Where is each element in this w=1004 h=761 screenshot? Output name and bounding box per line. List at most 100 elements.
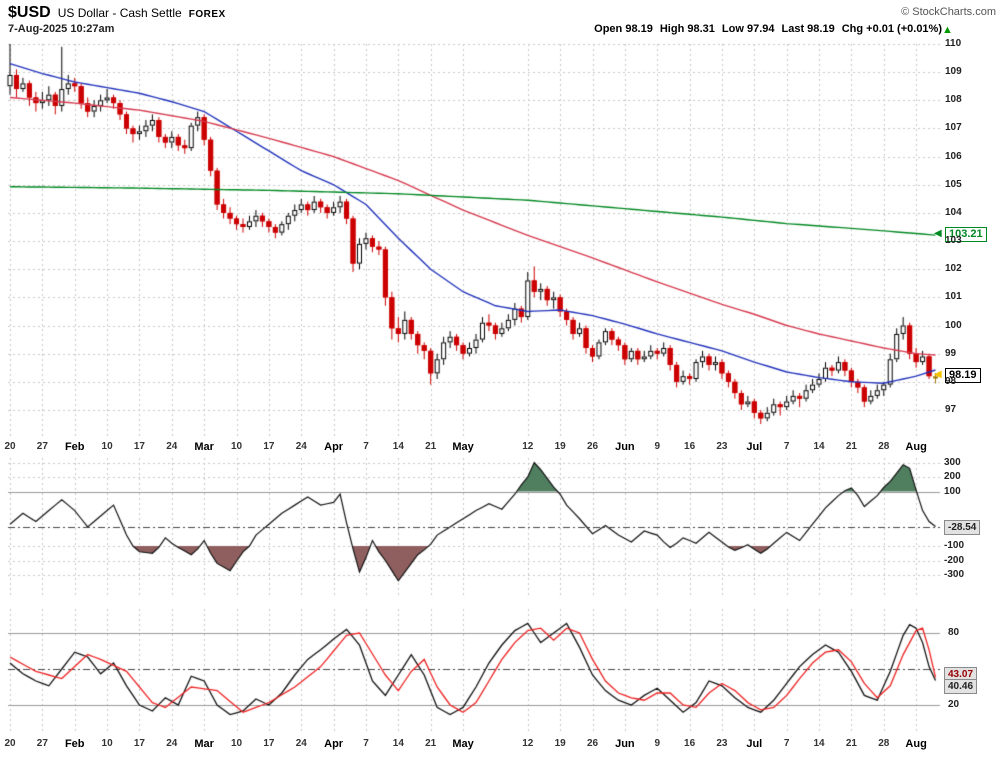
x-axis-label: 7 xyxy=(783,738,790,749)
x-axis-label: 7 xyxy=(363,738,369,749)
brand-logo: © StockCharts.com xyxy=(901,6,996,18)
x-axis-label: 24 xyxy=(295,441,307,452)
quote-item-low: Low 97.94 xyxy=(721,23,775,35)
quote-item-open: Open 98.19 xyxy=(594,23,653,35)
price-tick-label: 108 xyxy=(945,94,962,106)
x-axis-label: 10 xyxy=(101,441,113,452)
x-axis-label: 24 xyxy=(295,738,307,749)
x-axis-label: 19 xyxy=(554,738,566,749)
oscillator-tick-label: -100 xyxy=(944,540,965,551)
x-axis-label: 16 xyxy=(684,738,696,749)
x-axis-label: Apr xyxy=(324,441,344,453)
quote-item-high: High 98.31 xyxy=(659,23,715,35)
quote-item-last: Last 98.19 xyxy=(781,23,835,35)
price-tick-label: 102 xyxy=(945,263,962,275)
x-axis-label: 26 xyxy=(586,441,599,452)
x-axis-label: 21 xyxy=(845,738,857,749)
exchange-label: FOREX xyxy=(188,9,226,20)
price-tick-label: 97 xyxy=(945,403,957,415)
x-axis-label: 10 xyxy=(230,738,243,749)
price-tick-label: 107 xyxy=(945,122,962,134)
x-axis-label: 16 xyxy=(684,441,696,452)
last-price-arrow-icon: ◀ xyxy=(934,369,942,381)
x-axis-label: 9 xyxy=(654,441,660,452)
ma200-value-label: 103.21 xyxy=(945,227,987,243)
ma200-arrow-icon: ◀ xyxy=(934,228,942,240)
price-tick-label: 105 xyxy=(945,178,962,190)
x-axis-label: 7 xyxy=(363,441,369,452)
x-axis-label: 23 xyxy=(716,441,728,452)
quote-item-chg: Chg +0.01 (+0.01%) xyxy=(841,23,942,35)
x-axis-label: 10 xyxy=(101,738,113,749)
x-axis-label: Aug xyxy=(905,441,927,453)
x-axis-label: 17 xyxy=(263,738,275,749)
x-axis-label: 17 xyxy=(133,441,145,452)
x-axis-label: 28 xyxy=(878,738,890,749)
x-axis-label: 24 xyxy=(166,441,178,452)
x-axis-label: 19 xyxy=(554,441,566,452)
price-tick-label: 98 xyxy=(945,375,957,387)
price-tick-label: 106 xyxy=(945,150,962,162)
price-tick-label: 100 xyxy=(945,319,962,331)
x-axis-label: 7 xyxy=(783,441,790,452)
x-axis-label: 17 xyxy=(133,738,145,749)
x-axis-label: 28 xyxy=(878,441,890,452)
x-axis-label: 27 xyxy=(36,441,48,452)
x-axis-label: 24 xyxy=(166,738,178,749)
x-axis-label: May xyxy=(452,738,474,750)
x-axis-label: 21 xyxy=(845,441,857,452)
x-axis-label: Mar xyxy=(194,738,214,750)
x-axis-label: Apr xyxy=(324,738,344,750)
oscillator-tick-label: 300 xyxy=(944,456,961,468)
x-axis-label: Aug xyxy=(905,738,927,750)
x-axis-label: Jun xyxy=(615,738,635,750)
oscillator-tick-label: -200 xyxy=(944,554,965,566)
x-axis-label: May xyxy=(452,441,474,453)
x-axis-label: 9 xyxy=(654,738,660,749)
stochastic-tick-label: 20 xyxy=(948,699,960,710)
price-tick-label: 104 xyxy=(945,206,962,218)
x-axis-label: 14 xyxy=(813,441,825,452)
x-axis-label: 17 xyxy=(263,441,275,452)
price-tick-label: 109 xyxy=(945,66,962,78)
stochastic-tick-label: 80 xyxy=(948,627,960,638)
x-axis-label: Mar xyxy=(194,441,214,453)
price-tick-label: 99 xyxy=(945,347,957,359)
x-axis-label: 14 xyxy=(813,738,825,749)
stochastic-black-value-label: 40.46 xyxy=(944,679,978,695)
x-axis-label: Jul xyxy=(746,738,763,750)
chart-header: $USD US Dollar - Cash Settle FOREX xyxy=(8,4,226,22)
timestamp: 7-Aug-2025 10:27am xyxy=(8,23,115,35)
oscillator-tick-label: -300 xyxy=(944,569,965,580)
x-axis-label: Jul xyxy=(746,441,763,453)
symbol: $USD xyxy=(8,4,51,21)
last-price-label: 98.19 xyxy=(945,368,981,384)
x-axis-label: 14 xyxy=(392,738,404,749)
x-axis-label: 21 xyxy=(425,738,437,749)
x-axis-label: 20 xyxy=(4,738,16,749)
x-axis-label: Jun xyxy=(615,441,635,453)
oscillator-value-label: -28.54 xyxy=(944,519,981,535)
x-axis-label: 14 xyxy=(392,441,404,452)
oscillator-tick-label: 200 xyxy=(944,471,961,482)
quote-row: Open 98.19 High 98.31 Low 97.94 Last 98.19 C… xyxy=(587,23,942,35)
x-axis-label: Feb xyxy=(64,738,85,750)
price-tick-label: 101 xyxy=(945,291,962,303)
x-axis-label: Feb xyxy=(64,441,85,453)
x-axis-label: 21 xyxy=(425,441,437,452)
x-axis-label: 27 xyxy=(36,738,48,749)
x-axis-label: 26 xyxy=(586,738,599,749)
x-axis-label: 12 xyxy=(522,441,534,452)
price-tick-label: 110 xyxy=(945,38,962,49)
x-axis-label: 23 xyxy=(716,738,728,749)
oscillator-tick-label: 100 xyxy=(944,485,961,497)
price-tick-label: 103 xyxy=(945,235,962,247)
x-axis-label: 12 xyxy=(522,738,534,749)
x-axis-label: 10 xyxy=(230,441,243,452)
x-axis-label: 20 xyxy=(4,441,16,452)
chart-title: US Dollar - Cash Settle xyxy=(57,6,182,20)
change-up-arrow: ▲ xyxy=(942,24,953,36)
